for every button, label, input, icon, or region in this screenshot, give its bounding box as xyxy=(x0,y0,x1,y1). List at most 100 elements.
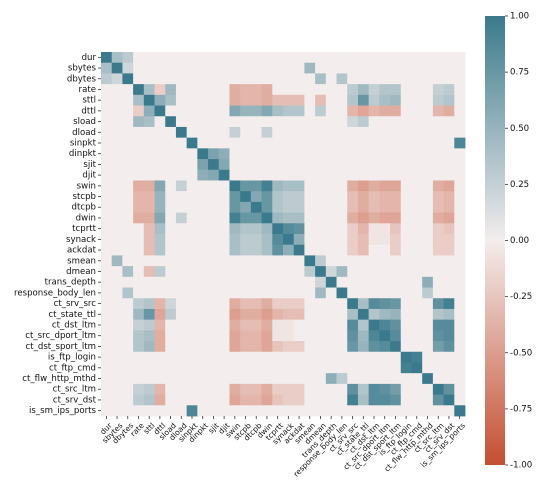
heatmap-cell-response_body_len-ct_dst_sport_ltm xyxy=(390,287,402,299)
heatmap-cell-ct_srv_src-swin xyxy=(229,298,241,310)
heatmap-cell-ct_dst_sport_ltm-ct_dst_ltm xyxy=(368,341,380,353)
heatmap-cell-sjit-smean xyxy=(304,159,316,171)
heatmap-cell-synack-sinpkt xyxy=(186,234,198,246)
heatmap-cell-ct_src_dport_ltm-swin xyxy=(229,330,241,342)
heatmap-cell-synack-ct_dst_ltm xyxy=(368,234,380,246)
heatmap-cell-ackdat-ct_flw_http_mthd xyxy=(422,244,434,256)
heatmap-cell-ct_src_ltm-rate xyxy=(133,383,145,395)
heatmap-cell-rate-tcprtt xyxy=(272,84,284,96)
heatmap-cell-ct_flw_http_mthd-dwin xyxy=(261,373,273,385)
heatmap-cell-ct_ftp_cmd-dttl xyxy=(154,362,166,374)
y-tick-label: sbytes xyxy=(68,64,97,74)
heatmap-cell-ct_dst_sport_ltm-sbytes xyxy=(111,341,123,353)
heatmap-cell-ct_src_ltm-sload xyxy=(165,383,177,395)
heatmap-cell-ct_ftp_cmd-smean xyxy=(304,362,316,374)
heatmap-cell-tcprtt-sload xyxy=(165,223,177,235)
heatmap-cell-ct_flw_http_mthd-sinpkt xyxy=(186,373,198,385)
heatmap-cell-rate-ct_ftp_cmd xyxy=(411,84,423,96)
heatmap-cell-ct_srv_dst-stcpb xyxy=(240,394,252,406)
heatmap-cell-tcprtt-sjit xyxy=(208,223,220,235)
heatmap-cell-trans_depth-sjit xyxy=(208,276,220,288)
heatmap-cell-is_ftp_login-sinpkt xyxy=(186,351,198,363)
heatmap-cell-dmean-djit xyxy=(218,266,230,278)
heatmap-cell-sttl-smean xyxy=(304,94,316,106)
heatmap-cell-ct_flw_http_mthd-response_body_len xyxy=(336,373,348,385)
heatmap-cell-ct_flw_http_mthd-stcpb xyxy=(240,373,252,385)
heatmap-cell-djit-sttl xyxy=(143,169,155,181)
heatmap-cell-sinpkt-synack xyxy=(283,137,295,149)
heatmap-cell-dbytes-response_body_len xyxy=(336,73,348,85)
heatmap-cell-sinpkt-stcpb xyxy=(240,137,252,149)
heatmap-cell-sbytes-stcpb xyxy=(240,62,252,74)
heatmap-cell-dtcpb-dwin xyxy=(261,201,273,213)
heatmap-cell-tcprtt-dmean xyxy=(315,223,327,235)
heatmap-cell-ct_srv_dst-tcprtt xyxy=(272,394,284,406)
heatmap-cell-sttl-ct_srv_src xyxy=(347,94,359,106)
heatmap-cell-trans_depth-is_ftp_login xyxy=(400,276,412,288)
heatmap-cell-ct_srv_src-trans_depth xyxy=(325,298,337,310)
heatmap-cell-ackdat-dinpkt xyxy=(197,244,209,256)
heatmap-cell-rate-swin xyxy=(229,84,241,96)
heatmap-cell-is_sm_ips_ports-ct_dst_sport_ltm xyxy=(390,405,402,417)
heatmap-cell-dmean-is_ftp_login xyxy=(400,266,412,278)
heatmap-cell-tcprtt-dttl xyxy=(154,223,166,235)
heatmap-cell-ct_srv_src-synack xyxy=(283,298,295,310)
heatmap-cell-stcpb-is_sm_ips_ports xyxy=(454,191,466,203)
heatmap-cell-sload-dtcpb xyxy=(250,116,262,128)
heatmap-cell-dload-is_sm_ips_ports xyxy=(454,126,466,139)
heatmap-cell-ct_dst_ltm-stcpb xyxy=(240,319,252,331)
heatmap-cell-dload-dwin xyxy=(261,126,273,139)
y-tick-label: ct_flw_http_mthd xyxy=(22,374,96,384)
heatmap-cell-smean-ct_flw_http_mthd xyxy=(422,255,434,267)
heatmap-cell-is_ftp_login-ct_dst_ltm xyxy=(368,351,380,363)
heatmap-cell-response_body_len-ct_src_dport_ltm xyxy=(379,287,391,299)
heatmap-cell-sttl-ct_src_dport_ltm xyxy=(379,94,391,106)
heatmap-cell-sttl-dur xyxy=(101,94,113,106)
heatmap-cell-sbytes-ct_src_ltm xyxy=(432,62,444,74)
heatmap-cell-ct_flw_http_mthd-ct_flw_http_mthd xyxy=(422,373,434,385)
heatmap-cell-response_body_len-dwin xyxy=(261,287,273,299)
heatmap-cell-ct_src_ltm-swin xyxy=(229,383,241,395)
heatmap-cell-is_sm_ips_ports-tcprtt xyxy=(272,405,284,417)
heatmap-cell-ackdat-ct_ftp_cmd xyxy=(411,244,423,256)
heatmap-cell-dur-smean xyxy=(304,52,316,64)
heatmap-cell-dwin-rate xyxy=(133,212,145,224)
heatmap-cell-stcpb-ct_flw_http_mthd xyxy=(422,191,434,203)
heatmap-cell-is_ftp_login-dur xyxy=(101,351,113,363)
heatmap-cell-ct_src_ltm-is_ftp_login xyxy=(400,383,412,395)
heatmap-cell-sload-sbytes xyxy=(111,116,123,128)
heatmap-cell-smean-is_ftp_login xyxy=(400,255,412,267)
heatmap-cell-ct_dst_sport_ltm-ct_src_dport_ltm xyxy=(379,341,391,353)
heatmap-cell-dbytes-is_sm_ips_ports xyxy=(454,73,466,85)
heatmap-cell-ackdat-dmean xyxy=(315,244,327,256)
heatmap-cell-sbytes-sinpkt xyxy=(186,62,198,74)
heatmap-cell-synack-ct_src_ltm xyxy=(432,234,444,246)
heatmap-cell-smean-ct_dst_ltm xyxy=(368,255,380,267)
heatmap-cell-ct_state_ttl-sbytes xyxy=(111,308,123,321)
heatmap-cell-dinpkt-dtcpb xyxy=(250,148,262,160)
heatmap-cell-djit-dwin xyxy=(261,169,273,181)
heatmap-cell-dload-ct_flw_http_mthd xyxy=(422,126,434,139)
heatmap-cell-sinpkt-ct_srv_src xyxy=(347,137,359,149)
heatmap-cell-ct_src_dport_ltm-ct_dst_sport_ltm xyxy=(390,330,402,342)
heatmap-cell-is_ftp_login-dinpkt xyxy=(197,351,209,363)
heatmap-cell-dmean-dttl xyxy=(154,266,166,278)
heatmap-cell-sttl-sbytes xyxy=(111,94,123,106)
heatmap-cell-sload-sinpkt xyxy=(186,116,198,128)
heatmap-cell-response_body_len-dmean xyxy=(315,287,327,299)
heatmap-cell-sbytes-ackdat xyxy=(293,62,305,74)
heatmap-cell-tcprtt-stcpb xyxy=(240,223,252,235)
heatmap-cell-dload-sbytes xyxy=(111,126,123,139)
heatmap-cell-ct_srv_src-dtcpb xyxy=(250,298,262,310)
heatmap-cell-dload-ct_state_ttl xyxy=(357,126,370,139)
heatmap-cell-tcprtt-ct_dst_ltm xyxy=(368,223,380,235)
heatmap-cell-smean-ct_srv_dst xyxy=(443,255,455,267)
heatmap-cell-ct_dst_sport_ltm-is_ftp_login xyxy=(400,341,412,353)
heatmap-cell-ct_src_dport_ltm-dbytes xyxy=(122,330,134,342)
heatmap-cell-ct_dst_sport_ltm-sjit xyxy=(208,341,220,353)
heatmap-cell-dttl-ct_dst_ltm xyxy=(368,105,380,117)
heatmap-cell-ct_ftp_cmd-dur xyxy=(101,362,113,374)
heatmap-cell-sbytes-ct_flw_http_mthd xyxy=(422,62,434,74)
heatmap-cell-ct_dst_ltm-dbytes xyxy=(122,319,134,331)
heatmap-cell-dload-tcprtt xyxy=(272,126,284,139)
